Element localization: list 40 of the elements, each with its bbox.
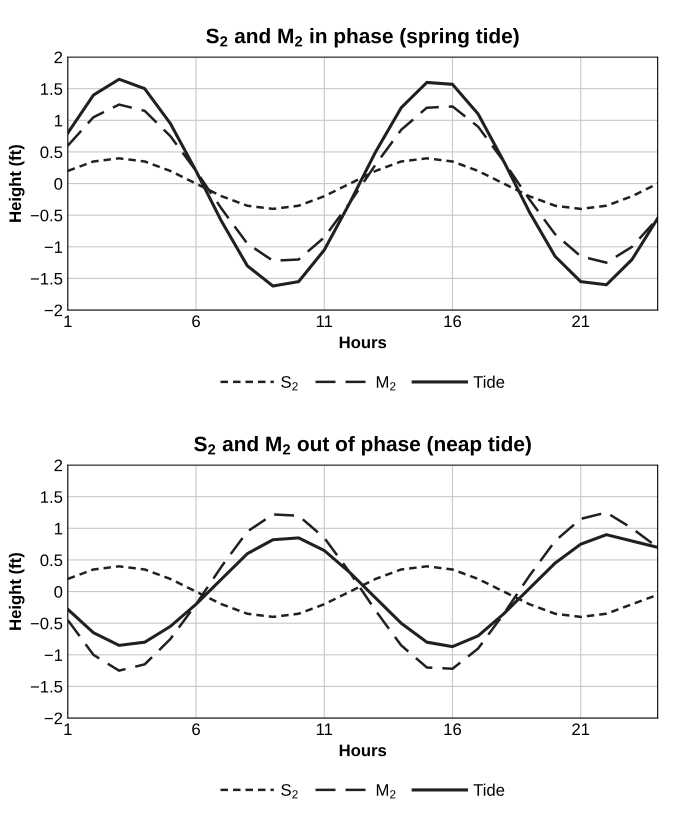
legend-label: Tide: [474, 784, 504, 796]
y-tick-label: 1.5: [41, 491, 62, 503]
y-tick-label: −1.5: [30, 681, 62, 693]
y-tick-label: 0: [54, 178, 62, 190]
y-tick-label: 1: [54, 114, 62, 126]
y-tick-label: 0.5: [40, 554, 62, 566]
y-tick-label: 0: [54, 586, 62, 598]
y-tick-label: 1.5: [41, 83, 62, 95]
y-tick-label: −0.5: [30, 618, 62, 630]
x-tick-label: 6: [192, 315, 200, 328]
x-tick-label: 21: [572, 723, 590, 736]
x-tick-label: 6: [192, 723, 200, 736]
x-tick-label: 16: [444, 723, 462, 736]
x-tick-label: 1: [64, 316, 72, 328]
legend-label: M$_{2}$: [376, 784, 396, 798]
chart-title: S$_{2}$ and M$_{2}$ out of phase (neap tide): [194, 436, 531, 456]
x-tick-label: 21: [572, 315, 590, 328]
x-axis-title: Hours: [340, 744, 386, 756]
y-tick-label: −2: [44, 712, 62, 724]
legend-label: Tide: [474, 376, 504, 388]
legend-label: S$_{2}$: [281, 784, 298, 798]
y-axis-title: Height (ft): [8, 145, 24, 222]
legend-label: M$_{2}$: [376, 376, 396, 390]
x-tick-label: 11: [316, 724, 332, 736]
x-tick-label: 16: [444, 315, 462, 328]
chart-title: S$_{2}$ and M$_{2}$ in phase (spring tide): [206, 28, 519, 48]
y-tick-label: −1: [44, 649, 62, 661]
y-tick-label: 2: [54, 52, 62, 64]
y-tick-label: −1.5: [30, 273, 62, 285]
y-tick-label: −1: [44, 241, 62, 253]
y-tick-label: −2: [44, 304, 62, 316]
x-axis-title: Hours: [340, 336, 386, 348]
y-tick-label: 1: [54, 522, 62, 534]
y-tick-label: 0.5: [40, 146, 62, 158]
y-axis-title: Height (ft): [8, 553, 24, 630]
legend-label: S$_{2}$: [281, 376, 298, 390]
y-tick-label: 2: [54, 460, 62, 472]
y-tick-label: −0.5: [30, 210, 62, 222]
x-tick-label: 11: [316, 316, 332, 328]
x-tick-label: 1: [64, 724, 72, 736]
